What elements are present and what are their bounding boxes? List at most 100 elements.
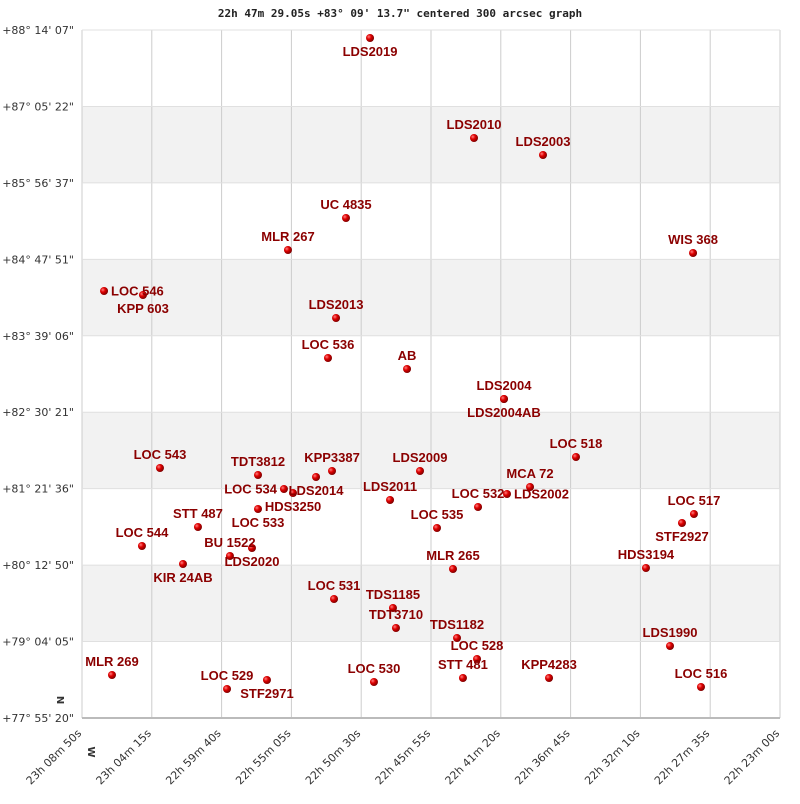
star-label: LDS2020 [225, 554, 280, 569]
star-point [453, 633, 462, 642]
y-tick-label: +77° 55' 20" [2, 712, 74, 725]
star-label: LDS2019 [343, 44, 398, 59]
star-points [100, 33, 705, 694]
star-point [107, 671, 116, 680]
star-label: LOC 531 [308, 578, 361, 593]
star-label: LDS2009 [393, 450, 448, 465]
y-tick-label: +84° 47' 51" [2, 253, 74, 266]
star-label: LOC 534 [224, 482, 278, 497]
grid-lines [81, 29, 781, 719]
star-point [499, 395, 508, 404]
star-point [254, 505, 263, 514]
y-tick-label: +82° 30' 21" [2, 406, 74, 419]
star-label: LDS2013 [309, 297, 364, 312]
star-label: LOC 535 [411, 507, 464, 522]
star-label: LOC 543 [134, 447, 187, 462]
star-point [386, 496, 395, 505]
star-label: KPP4283 [521, 657, 577, 672]
star-point [473, 655, 482, 664]
star-point [391, 623, 400, 632]
star-point [571, 452, 580, 461]
star-point [137, 541, 146, 550]
star-label: STF2927 [655, 529, 708, 544]
star-point [458, 673, 467, 682]
y-tick-label: +85° 56' 37" [2, 177, 74, 190]
star-label: LOC 532 [452, 486, 505, 501]
star-point [539, 151, 548, 160]
star-label: TDS1182 [430, 617, 484, 632]
star-label: AB [398, 348, 417, 363]
star-point [526, 482, 535, 491]
x-tick-label: 22h 36m 45s [512, 727, 573, 788]
star-label: LDS2003 [516, 134, 571, 149]
star-label: LOC 517 [668, 493, 721, 508]
star-label: LOC 516 [675, 666, 728, 681]
star-point [193, 522, 202, 531]
star-label: LDS2011 [363, 479, 417, 494]
star-label: LOC 546 [111, 284, 164, 299]
y-tick-label: +83° 39' 06" [2, 330, 74, 343]
star-label: UC 4835 [320, 197, 371, 212]
north-marker: N [54, 696, 65, 704]
star-label: LOC 528 [451, 638, 504, 653]
star-label: LDS2004AB [467, 405, 541, 420]
star-label: KPP 603 [117, 301, 169, 316]
star-point [689, 510, 698, 519]
star-point [341, 213, 350, 222]
star-point [328, 467, 337, 476]
star-label: LDS2014 [289, 483, 345, 498]
x-tick-label: 22h 50m 30s [303, 727, 364, 788]
star-point [641, 563, 650, 572]
star-point [262, 676, 271, 685]
y-tick-label: +87° 05' 22" [2, 100, 74, 113]
star-point [503, 490, 512, 499]
star-label: TDS1185 [366, 587, 420, 602]
star-point [332, 313, 341, 322]
star-point [223, 685, 232, 694]
chart-title: 22h 47m 29.05s +83° 09' 13.7" centered 3… [218, 7, 582, 20]
star-point [677, 519, 686, 528]
star-label: LDS2004 [477, 378, 533, 393]
star-point [283, 246, 292, 255]
star-point [474, 502, 483, 511]
star-label: LDS2002 [514, 487, 569, 502]
y-axis: +88° 14' 07" +87° 05' 22" +85° 56' 37" +84°… [2, 24, 74, 725]
star-point [366, 33, 375, 42]
star-point [416, 467, 425, 476]
star-point [369, 678, 378, 687]
star-point [178, 560, 187, 569]
west-marker: W [85, 746, 96, 757]
y-tick-label: +81° 21' 36" [2, 483, 74, 496]
star-label: MCA 72 [506, 466, 553, 481]
star-point [289, 489, 298, 498]
star-label: HDS3250 [265, 499, 321, 514]
x-tick-label: 22h 41m 20s [443, 727, 504, 788]
star-point [138, 291, 147, 300]
star-point [247, 543, 256, 552]
y-tick-label: +80° 12' 50" [2, 559, 74, 572]
star-point [666, 641, 675, 650]
star-point [323, 353, 332, 362]
star-label: TDT3812 [231, 454, 285, 469]
x-tick-label: 22h 45m 55s [373, 727, 434, 788]
star-label: STT 481 [438, 657, 488, 672]
x-tick-label: 22h 23m 00s [722, 727, 783, 788]
star-label: MLR 265 [426, 548, 479, 563]
star-label: LDS2010 [447, 117, 502, 132]
star-label: LDS1990 [643, 625, 698, 640]
star-point [388, 603, 397, 612]
star-point [100, 287, 109, 296]
star-point [279, 485, 288, 494]
star-label: LOC 529 [201, 668, 254, 683]
x-tick-label: 23h 04m 15s [94, 727, 155, 788]
x-axis: 23h 08m 50s 23h 04m 15s 22h 59m 40s 22h 55m… [24, 727, 783, 788]
star-label: BU 1522 [204, 535, 255, 550]
star-point [470, 133, 479, 142]
star-label: HDS3194 [618, 547, 675, 562]
y-tick-label: +88° 14' 07" [2, 24, 74, 37]
star-point [254, 471, 263, 480]
y-tick-label: +79° 04' 05" [2, 636, 74, 649]
star-label: TDT3710 [369, 607, 423, 622]
star-label: STT 487 [173, 506, 223, 521]
